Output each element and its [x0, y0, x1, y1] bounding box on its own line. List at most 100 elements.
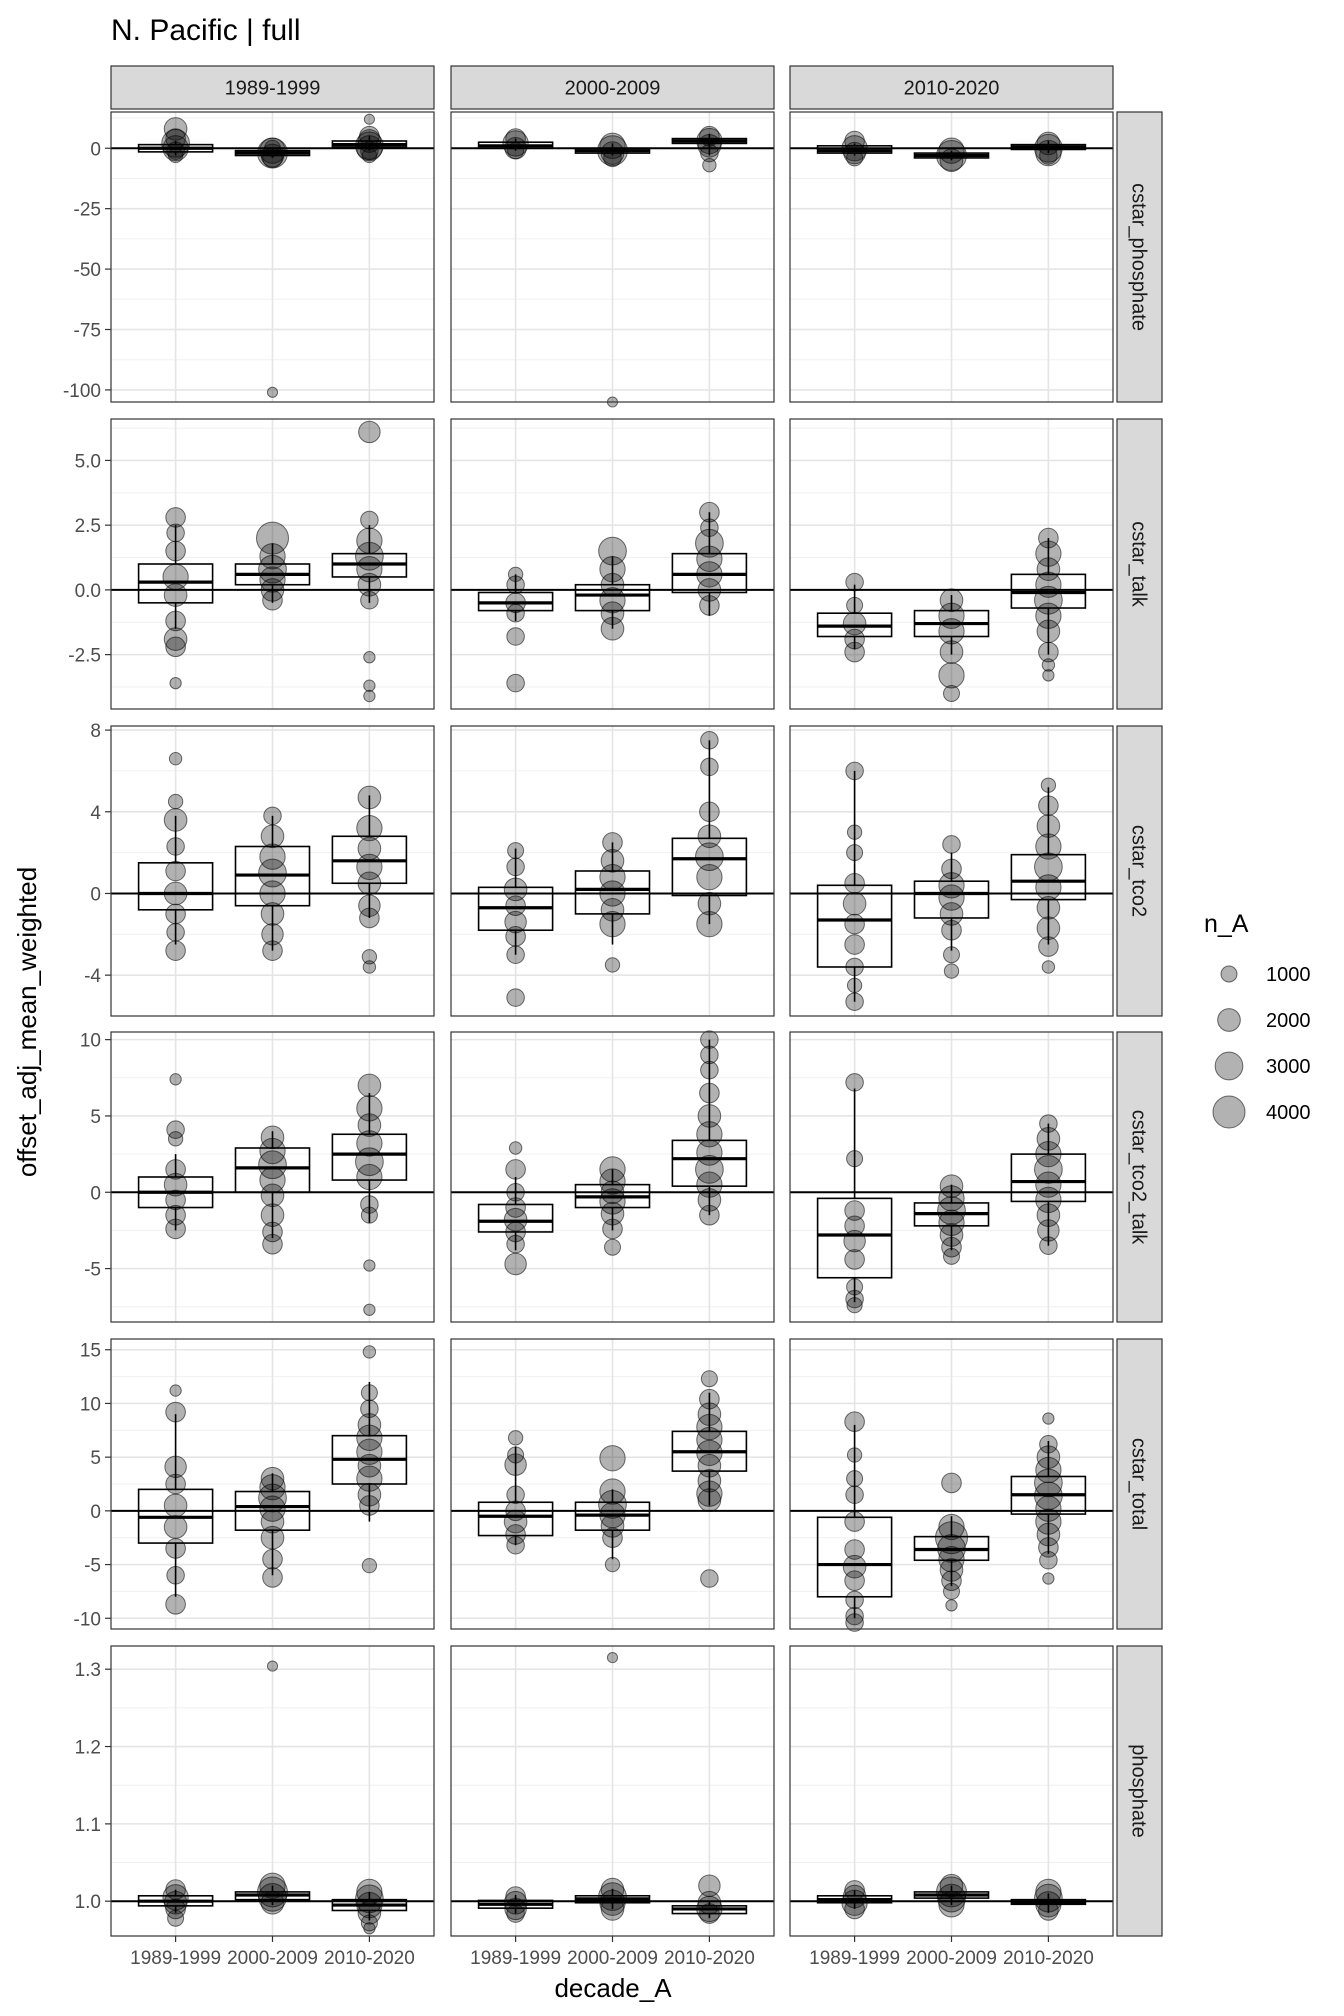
data-point	[1039, 1434, 1058, 1454]
data-point	[1035, 1891, 1062, 1918]
data-point	[266, 1660, 279, 1672]
data-point	[943, 963, 960, 979]
panel-border	[789, 1338, 1114, 1630]
y-tick-label: -10	[74, 1609, 101, 1630]
data-point	[1035, 1456, 1062, 1484]
data-point	[356, 527, 383, 554]
data-point	[361, 147, 378, 164]
data-point	[258, 554, 287, 584]
data-point	[1038, 1900, 1059, 1921]
data-point	[845, 1590, 864, 1610]
data-point	[599, 1889, 626, 1916]
data-point	[363, 113, 375, 125]
data-point	[938, 1185, 965, 1212]
x-tick-label: 2000-2009	[567, 1948, 658, 1969]
data-point	[695, 528, 724, 558]
data-point	[1036, 1127, 1061, 1151]
data-point	[941, 919, 962, 941]
data-point	[1035, 874, 1062, 901]
row-strip	[1116, 111, 1163, 403]
data-point	[699, 125, 720, 147]
panel-border	[450, 1338, 775, 1630]
data-point	[938, 1513, 965, 1541]
data-point	[1041, 658, 1056, 672]
facet-panel	[789, 1031, 1114, 1323]
data-point	[945, 1599, 958, 1612]
data-point	[943, 1582, 960, 1600]
data-point	[600, 1897, 625, 1921]
data-point	[169, 1384, 182, 1397]
data-point	[258, 1882, 287, 1912]
data-point	[505, 592, 526, 614]
panel-border	[450, 418, 775, 710]
data-point	[939, 1558, 964, 1582]
data-point	[699, 595, 720, 616]
box	[477, 1203, 554, 1233]
x-tick-label: 2000-2009	[227, 1948, 318, 1969]
data-point	[506, 988, 525, 1007]
y-tick-label: -5	[84, 1260, 101, 1281]
facet-panel	[450, 1338, 775, 1630]
data-point	[937, 1883, 966, 1913]
data-point	[696, 863, 723, 891]
data-point	[260, 578, 285, 602]
data-point	[943, 1247, 960, 1265]
data-point	[598, 536, 627, 566]
data-point	[169, 1073, 182, 1086]
data-point	[506, 627, 525, 646]
facet-panel	[110, 1645, 435, 1937]
data-point	[1037, 1219, 1060, 1242]
data-point	[697, 1488, 722, 1512]
data-point	[842, 611, 867, 636]
data-point	[1038, 527, 1059, 549]
data-point	[1042, 1412, 1055, 1425]
legend-label: 4000	[1266, 1102, 1311, 1124]
row-strip-label: cstar_talk	[1128, 521, 1150, 608]
box	[477, 1501, 554, 1537]
data-point	[599, 1445, 626, 1472]
data-point	[600, 848, 625, 873]
data-point	[263, 806, 282, 826]
data-point	[1036, 814, 1061, 838]
data-point	[600, 897, 625, 922]
data-point	[357, 836, 382, 861]
data-point	[167, 147, 184, 164]
data-point	[505, 895, 526, 917]
row-strip	[1116, 418, 1163, 710]
data-point	[1035, 1140, 1062, 1168]
data-point	[1042, 669, 1055, 682]
data-point	[506, 575, 525, 594]
data-point	[846, 977, 863, 994]
data-point	[696, 1139, 723, 1166]
data-point	[600, 1180, 625, 1205]
data-point	[165, 1189, 186, 1211]
y-tick-label: 0.0	[75, 581, 101, 602]
data-point	[937, 1534, 966, 1563]
data-point	[163, 881, 188, 906]
data-point	[696, 545, 723, 572]
data-point	[503, 1509, 528, 1534]
data-point	[602, 1527, 623, 1549]
y-tick-label: 8	[90, 721, 101, 742]
data-point	[603, 148, 622, 168]
data-point	[165, 507, 186, 528]
data-point	[699, 1204, 720, 1226]
data-point	[360, 590, 379, 610]
legend-key	[1217, 1008, 1241, 1032]
data-point	[168, 751, 183, 766]
data-point	[357, 871, 382, 896]
row-strip-label: cstar_phosphate	[1128, 183, 1150, 331]
data-point	[357, 572, 382, 597]
data-point	[506, 603, 525, 623]
panel-border	[110, 725, 435, 1017]
data-point	[266, 386, 279, 398]
data-point	[506, 857, 525, 877]
data-point	[699, 1903, 720, 1924]
row-strip-label: cstar_tco2_talk	[1128, 1110, 1150, 1246]
y-tick-label: -100	[63, 381, 101, 402]
data-point	[700, 757, 719, 777]
data-point	[843, 141, 866, 165]
data-point	[258, 1150, 287, 1180]
data-point	[1039, 1550, 1058, 1570]
column-strip	[110, 65, 435, 110]
